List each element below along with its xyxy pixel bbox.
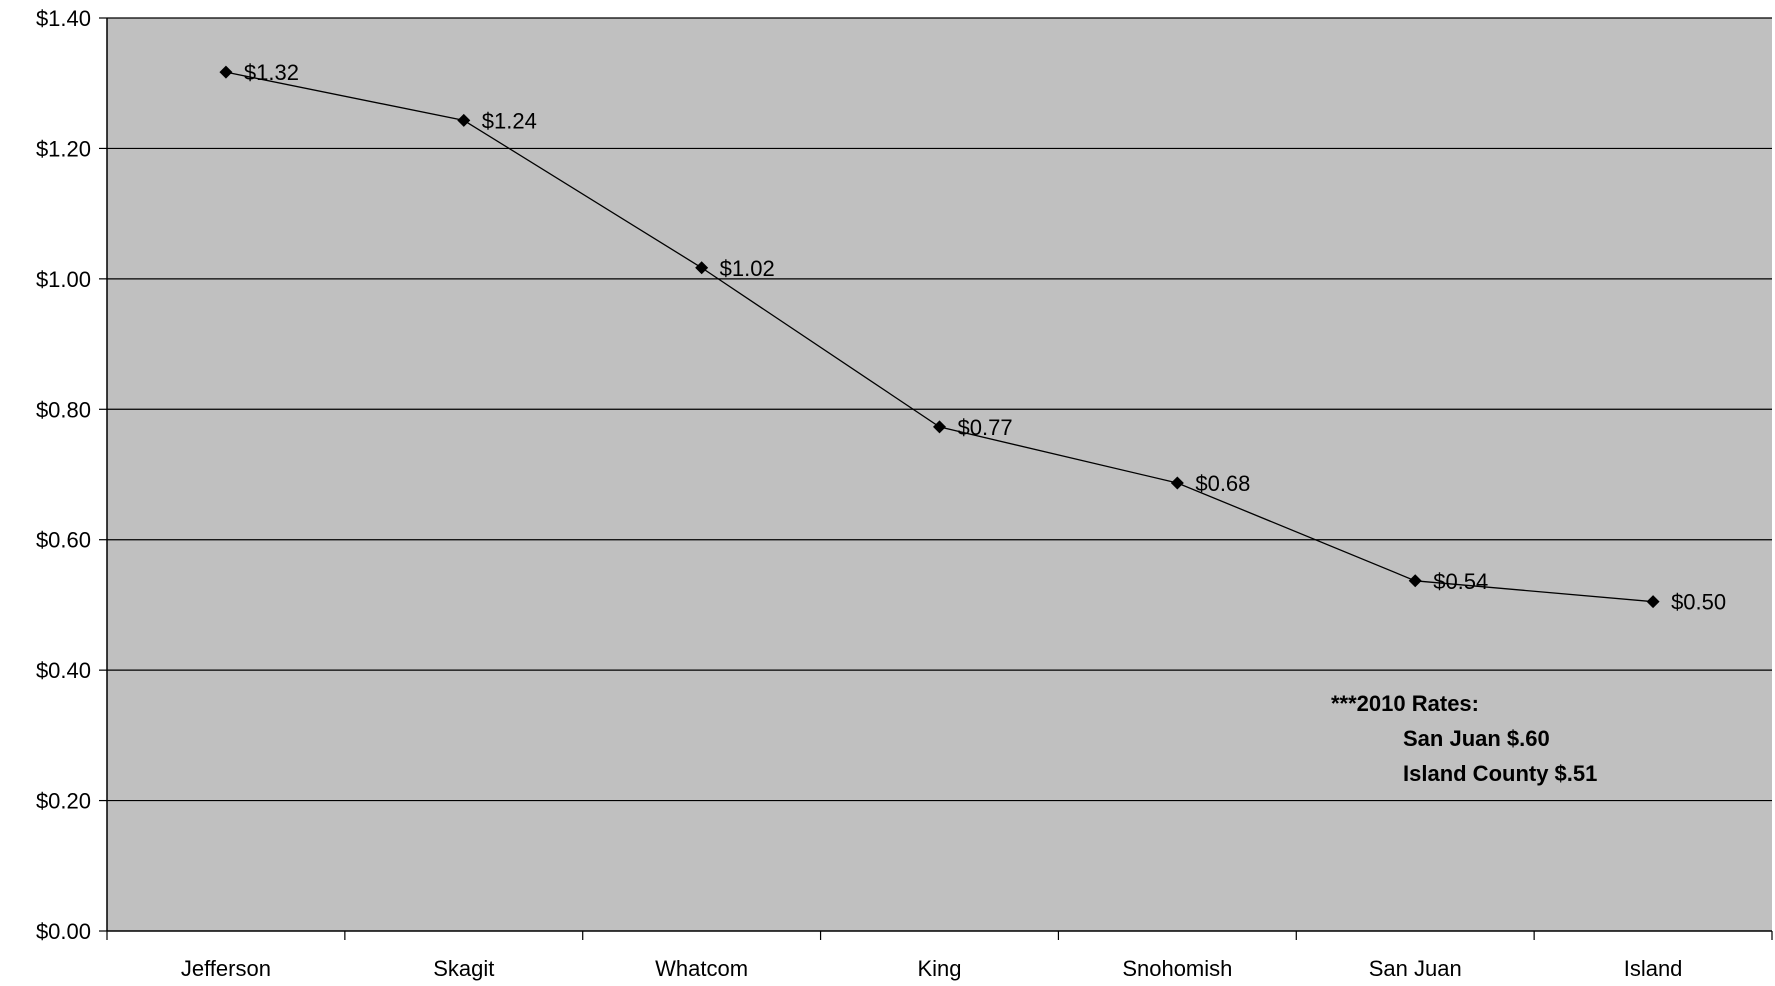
y-tick-label: $1.20: [36, 136, 91, 161]
x-tick-label: Whatcom: [655, 956, 748, 981]
data-labels: $1.32 $1.24 $1.02 $0.77 $0.68 $0.54 $0.50: [244, 60, 1726, 615]
annotation-heading: ***2010 Rates:: [1331, 691, 1479, 716]
data-point-marker: [1646, 595, 1660, 609]
rates-annotation: ***2010 Rates: San Juan $.60 Island Coun…: [1331, 691, 1597, 786]
data-point-marker: [1408, 574, 1422, 588]
data-label: $1.02: [720, 256, 775, 281]
data-point-marker: [933, 420, 946, 434]
plot-area: [107, 18, 1772, 931]
data-point-marker: [457, 113, 471, 127]
y-tick-label: $1.40: [36, 6, 91, 31]
annotation-line-san-juan: San Juan $.60: [1403, 726, 1550, 751]
data-label: $0.77: [958, 415, 1013, 440]
axes: [99, 17, 1773, 940]
gridlines: [107, 17, 1772, 802]
x-tick-label: Skagit: [433, 956, 494, 981]
y-tick-label: $0.60: [36, 528, 91, 553]
x-tick-label: San Juan: [1369, 956, 1462, 981]
y-tick-label: $0.20: [36, 789, 91, 814]
data-label: $1.32: [244, 60, 299, 85]
x-tick-label: Jefferson: [181, 956, 271, 981]
y-tick-label: $0.00: [36, 919, 91, 944]
y-tick-label: $0.40: [36, 658, 91, 683]
data-point-marker: [219, 65, 233, 79]
x-axis-tick-labels: Jefferson Skagit Whatcom King Snohomish San J…: [181, 956, 1683, 981]
data-label: $0.68: [1195, 471, 1250, 496]
x-tick-label: King: [917, 956, 961, 981]
data-point-marker: [695, 261, 709, 275]
series-markers: [219, 65, 1660, 609]
annotation-line-island-county: Island County $.51: [1403, 761, 1597, 786]
y-tick-label: $0.80: [36, 397, 91, 422]
data-label: $0.50: [1671, 590, 1726, 615]
data-label: $1.24: [482, 108, 537, 133]
data-label: $0.54: [1433, 569, 1488, 594]
x-tick-label: Island: [1624, 956, 1683, 981]
x-tick-label: Snohomish: [1122, 956, 1232, 981]
y-axis-tick-labels: $0.00 $0.20 $0.40 $0.60 $0.80 $1.00 $1.20 $1.40: [36, 6, 91, 944]
data-point-marker: [1170, 476, 1184, 490]
y-tick-label: $1.00: [36, 267, 91, 292]
